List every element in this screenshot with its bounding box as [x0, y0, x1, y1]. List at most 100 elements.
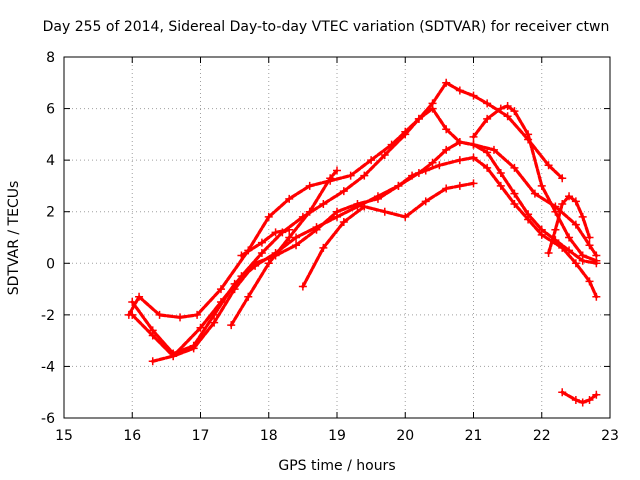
y-tick-label: 6	[46, 102, 55, 118]
data-point-marker	[496, 169, 505, 178]
data-point-marker	[380, 207, 389, 216]
data-point-marker	[544, 161, 553, 170]
data-point-marker	[551, 225, 560, 234]
data-point-marker	[558, 174, 567, 183]
data-point-marker	[333, 212, 341, 221]
data-point-marker	[551, 207, 560, 216]
data-point-marker	[339, 187, 348, 196]
data-point-marker	[128, 310, 137, 319]
y-tick-label: 0	[46, 256, 55, 272]
data-point-marker	[401, 212, 410, 221]
data-point-marker	[257, 238, 266, 247]
data-point-marker	[483, 114, 492, 123]
data-point-marker	[264, 212, 273, 221]
x-tick-label: 17	[192, 428, 210, 444]
data-point-marker	[565, 233, 574, 242]
data-point-marker	[503, 101, 512, 110]
data-point-marker	[346, 171, 355, 180]
data-point-marker	[394, 181, 403, 190]
data-series-group	[124, 78, 601, 407]
data-point-marker	[578, 251, 587, 260]
tick-marks	[63, 56, 611, 419]
data-point-marker	[319, 243, 328, 252]
x-axis-label: GPS time / hours	[278, 458, 395, 474]
data-point-marker	[469, 140, 478, 149]
data-point-marker	[469, 132, 478, 141]
x-tick-label: 15	[55, 428, 73, 444]
data-point-marker	[442, 125, 451, 134]
data-point-marker	[210, 310, 219, 319]
data-point-marker	[442, 184, 451, 193]
series-markers	[469, 101, 601, 265]
data-point-marker	[483, 148, 492, 157]
data-point-marker	[524, 210, 533, 219]
data-point-marker	[585, 277, 594, 286]
data-point-marker	[442, 78, 451, 87]
gridlines	[64, 57, 610, 418]
data-point-marker	[537, 225, 546, 234]
series-markers	[558, 388, 601, 407]
data-point-marker	[305, 207, 314, 216]
data-point-marker	[305, 181, 314, 190]
data-point-marker	[155, 310, 164, 319]
data-point-marker	[483, 163, 492, 172]
data-point-marker	[292, 241, 301, 250]
data-point-marker	[292, 233, 301, 242]
x-tick-labels: 15 16 17 18 19 20 21 22 23	[55, 428, 619, 444]
data-point-marker	[435, 161, 444, 170]
data-point-marker	[196, 323, 205, 332]
data-point-marker	[503, 112, 512, 121]
data-point-marker	[169, 349, 178, 358]
data-point-marker	[285, 194, 294, 203]
data-point-marker	[298, 282, 307, 291]
data-point-marker	[148, 326, 157, 335]
y-tick-label: -4	[41, 359, 55, 375]
data-point-marker	[230, 279, 239, 288]
data-point-marker	[544, 248, 553, 257]
data-point-marker	[428, 99, 437, 108]
data-point-marker	[592, 256, 601, 265]
data-point-marker	[510, 199, 519, 208]
data-point-marker	[367, 156, 376, 165]
data-point-marker	[483, 99, 492, 108]
data-point-marker	[227, 321, 236, 330]
data-point-marker	[571, 197, 580, 206]
data-point-marker	[510, 163, 519, 172]
data-point-marker	[510, 107, 519, 116]
data-point-marker	[380, 150, 389, 159]
data-point-marker	[455, 181, 464, 190]
data-point-marker	[339, 218, 348, 227]
x-tick-label: 22	[533, 428, 551, 444]
data-point-marker	[428, 158, 437, 167]
data-point-marker	[455, 138, 464, 147]
data-point-marker	[421, 197, 430, 206]
data-point-marker	[285, 233, 294, 242]
data-point-marker	[312, 223, 321, 232]
data-point-marker	[257, 248, 266, 257]
x-tick-label: 23	[601, 428, 619, 444]
data-point-marker	[571, 395, 580, 404]
data-point-marker	[148, 357, 157, 366]
y-tick-label: 4	[46, 153, 55, 169]
series-trace-6	[239, 228, 291, 258]
series-trace-10	[560, 390, 599, 405]
data-point-marker	[455, 156, 464, 165]
data-point-marker	[353, 202, 362, 211]
data-point-marker	[469, 91, 478, 100]
series-markers	[298, 179, 478, 291]
chart-title: Day 255 of 2014, Sidereal Day-to-day VTE…	[43, 19, 610, 35]
data-point-marker	[373, 192, 382, 201]
series-trace-4	[130, 140, 599, 356]
data-point-marker	[571, 259, 580, 268]
x-tick-label: 21	[465, 428, 483, 444]
data-point-marker	[414, 169, 423, 178]
series-trace-8	[471, 104, 599, 263]
data-point-marker	[414, 114, 423, 123]
data-point-marker	[565, 192, 574, 201]
data-point-marker	[271, 228, 280, 237]
series-markers	[544, 192, 594, 257]
data-point-marker	[176, 313, 185, 322]
x-tick-label: 18	[260, 428, 278, 444]
data-point-marker	[333, 166, 341, 175]
